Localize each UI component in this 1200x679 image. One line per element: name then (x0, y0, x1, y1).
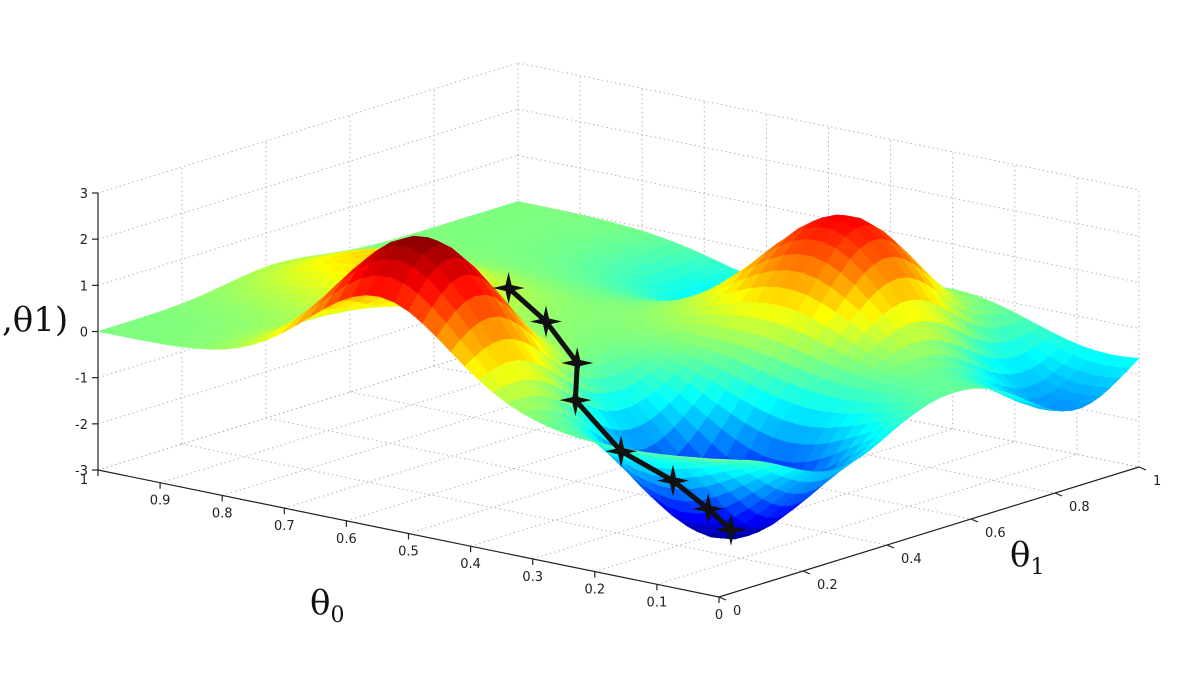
x-tick-label: 0.5 (398, 545, 419, 560)
gradient-descent-path (492, 271, 748, 546)
z-tick-label: 2 (80, 233, 88, 248)
floor-grid-x (222, 364, 643, 496)
z-tick-label: -3 (75, 464, 88, 479)
x-tick-label: 0.9 (150, 494, 171, 509)
left-wall-grid-z (97, 62, 519, 194)
z-axis-label: ,θ1) (2, 300, 69, 340)
floor-grid-x (594, 441, 1015, 573)
x-tick-label: 0.6 (336, 532, 357, 547)
z-tick-label: -2 (75, 418, 88, 433)
descent-step-marker (692, 492, 725, 525)
floor-grid-x (656, 453, 1078, 585)
descent-step-marker (605, 435, 638, 468)
descent-step-marker (530, 305, 563, 338)
descent-step-marker (715, 513, 748, 546)
floor-grid-x (159, 352, 581, 484)
z-tick-label: 1 (80, 279, 88, 294)
left-wall-grid-z (97, 247, 519, 379)
x-tick-label: 0.7 (274, 519, 295, 534)
y-tick-label: 0.8 (1069, 500, 1090, 515)
y-tick-label: 0.4 (901, 552, 922, 567)
x-tick-label: 0 (715, 608, 723, 623)
surface-cell (704, 458, 729, 463)
descent-step-marker (561, 346, 594, 379)
floor-grid-x (284, 377, 705, 509)
y-tick-mark (886, 544, 895, 549)
z-tick-label: 0 (80, 326, 88, 341)
x-tick-label: 0.8 (212, 506, 233, 521)
floor-grid-x (346, 390, 767, 522)
y-tick-label: 1 (1153, 474, 1161, 489)
descent-step-marker (656, 464, 689, 497)
y-tick-mark (1138, 466, 1147, 471)
left-wall-grid-z (97, 154, 519, 286)
left-wall-grid-z (97, 108, 519, 240)
y-tick-mark (1054, 492, 1063, 497)
tick-labels: 10.90.80.70.60.50.40.30.20.10 00.20.40.60… (75, 187, 1161, 623)
descent-path-line (506, 285, 734, 533)
y-tick-mark (802, 570, 811, 575)
left-wall-grid-z (97, 339, 519, 471)
x-tick-label: 1 (80, 473, 88, 488)
y-tick-mark (718, 596, 727, 601)
x-axis-label: θ0 (310, 583, 345, 628)
x-tick-label: 0.3 (522, 570, 543, 585)
y-axis-label: θ1 (1010, 535, 1045, 580)
y-tick-label: 0.2 (817, 578, 838, 593)
descent-step-marker (492, 271, 525, 304)
floor-grid-x (470, 415, 891, 547)
left-wall-grid-z (97, 293, 519, 425)
z-tick-label: -1 (75, 372, 88, 387)
y-tick-mark (970, 518, 979, 523)
y-axis-line (718, 466, 1140, 598)
surface-mesh (97, 201, 1140, 540)
z-tick-label: 3 (80, 187, 88, 202)
back-wall-grid-z (517, 62, 1140, 191)
floor-grid-x (408, 403, 829, 534)
x-tick-label: 0.1 (647, 595, 668, 610)
floor-grid-x (532, 428, 953, 560)
x-tick-label: 0.2 (584, 583, 605, 598)
x-tick-label: 0.4 (460, 557, 481, 572)
y-tick-label: 0 (733, 604, 741, 619)
descent-step-marker (559, 384, 592, 417)
y-tick-label: 0.6 (985, 526, 1006, 541)
